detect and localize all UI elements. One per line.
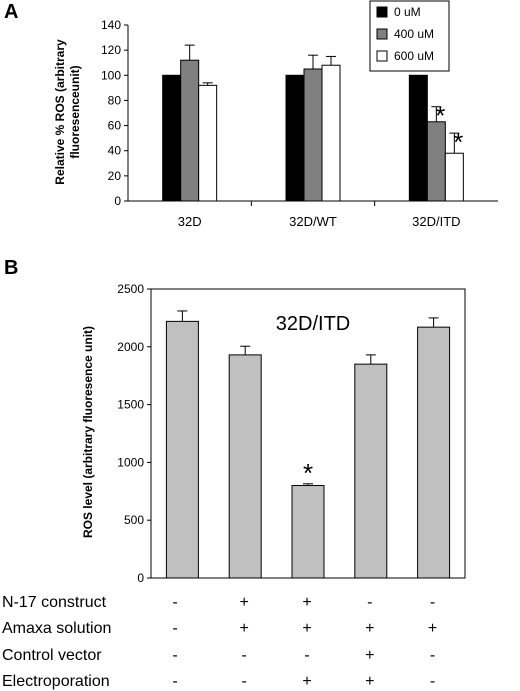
condition-cell: + — [428, 620, 437, 637]
panel-b-y-tick-label: 1500 — [117, 398, 144, 412]
panel-b-y-tick-label: 2000 — [117, 340, 144, 354]
condition-cell: - — [242, 673, 247, 690]
panel-a-axes: 0 20 40 60 80 100 120 140 32D 32D/WT 32D/ITD — [101, 18, 498, 229]
panel-a-legend-swatch — [376, 6, 388, 18]
panel-b-y-axis-title: ROS level (arbitrary fluoresence unit) — [81, 326, 95, 538]
panel-b-bars: * — [165, 310, 451, 579]
panel-a-y-tick-label: 100 — [101, 68, 121, 82]
panel-b-bar — [165, 320, 199, 579]
panel-a-legend-swatch — [376, 50, 388, 62]
condition-cell: + — [302, 673, 311, 690]
panel-a-bar — [426, 121, 446, 202]
panel-a-y-axis-title: Relative % ROS (arbitrary fluoresenceuni… — [53, 39, 82, 185]
condition-cell: - — [430, 647, 435, 664]
panel-a-legend-label: 400 uM — [394, 27, 434, 41]
condition-table: N-17 construct - + + - - Amaxa solution - + + + + Co… — [2, 594, 437, 690]
panel-b-y-axis-title-wrap: ROS level (arbitrary fluoresence unit) — [81, 326, 95, 538]
condition-cell: + — [302, 594, 311, 611]
condition-cell: - — [430, 594, 435, 611]
condition-cell: + — [365, 620, 374, 637]
panel-b-significance-marker: * — [303, 458, 313, 488]
panel-b-y-tick-label: 2500 — [117, 282, 144, 296]
panel-b-y-tick-label: 0 — [137, 571, 144, 585]
panel-a-bar — [444, 152, 464, 202]
condition-cell: + — [240, 620, 249, 637]
panel-b-axes: 0 500 1000 1500 2000 2500 32D/ITD — [117, 282, 466, 585]
panel-a-legend-label: 600 uM — [394, 49, 434, 63]
condition-cell: + — [240, 594, 249, 611]
panel-a-y-axis-title-line2: fluoresenceunit) — [68, 65, 82, 158]
panel-a-bars: ** — [162, 44, 464, 202]
panel-a-y-tick-label: 0 — [114, 194, 121, 208]
condition-cell: - — [172, 620, 177, 637]
condition-cell: - — [242, 647, 247, 664]
panel-b-y-tick-label: 500 — [124, 513, 144, 527]
panel-a-y-tick-label: 120 — [101, 43, 121, 57]
panel-a-bar — [285, 74, 305, 202]
panel-a-label: A — [4, 1, 18, 23]
panel-a-bar — [180, 59, 200, 202]
panel-b-bar — [417, 326, 451, 579]
panel-a-x-tick-label: 32D/ITD — [412, 214, 460, 229]
panel-b-y-tick-label: 1000 — [117, 455, 144, 469]
condition-cell: - — [172, 594, 177, 611]
panel-a-legend: 0 uM 400 uM 600 uM — [369, 0, 450, 72]
panel-a-legend-label: 0 uM — [394, 5, 421, 19]
panel-b-bar — [291, 485, 325, 579]
panel-a-y-axis-title-line1: Relative % ROS (arbitrary — [53, 39, 67, 185]
condition-cell: + — [365, 647, 374, 664]
condition-row-label: Control vector — [2, 647, 102, 664]
panel-a: A Relative % ROS (arbitrary fluoresenceu… — [4, 0, 498, 229]
condition-row-label: Amaxa solution — [2, 620, 111, 637]
panel-a-y-tick-label: 80 — [108, 93, 122, 107]
panel-a-bar — [303, 68, 323, 202]
panel-a-y-tick-label: 60 — [108, 119, 122, 133]
panel-b-bar — [354, 363, 388, 579]
panel-a-y-tick-label: 140 — [101, 18, 121, 32]
panel-a-x-tick-label: 32D/WT — [289, 214, 337, 229]
panel-a-bar — [198, 84, 218, 202]
condition-cell: - — [172, 673, 177, 690]
panel-a-bar — [162, 74, 182, 202]
panel-b-bar — [228, 354, 262, 579]
condition-cell: - — [367, 594, 372, 611]
condition-cell: + — [365, 673, 374, 690]
panel-a-y-tick-label: 20 — [108, 169, 122, 183]
condition-row-label: N-17 construct — [2, 594, 107, 611]
condition-cell: + — [302, 620, 311, 637]
condition-cell: - — [172, 647, 177, 664]
condition-cell: - — [304, 647, 309, 664]
panel-b-label: B — [4, 257, 18, 279]
panel-a-significance-marker: * — [435, 101, 445, 131]
panel-a-bar — [321, 64, 341, 202]
panel-b-chart-title: 32D/ITD — [276, 313, 350, 335]
panel-b: B ROS level (arbitrary fluoresence unit)… — [4, 257, 466, 585]
panel-a-x-tick-label: 32D — [178, 214, 202, 229]
panel-a-significance-marker: * — [453, 127, 463, 157]
condition-row-label: Electroporation — [2, 673, 110, 690]
panel-a-legend-swatch — [376, 28, 388, 40]
panel-a-bar — [408, 74, 428, 202]
panel-a-y-tick-label: 40 — [108, 144, 122, 158]
condition-cell: - — [430, 673, 435, 690]
